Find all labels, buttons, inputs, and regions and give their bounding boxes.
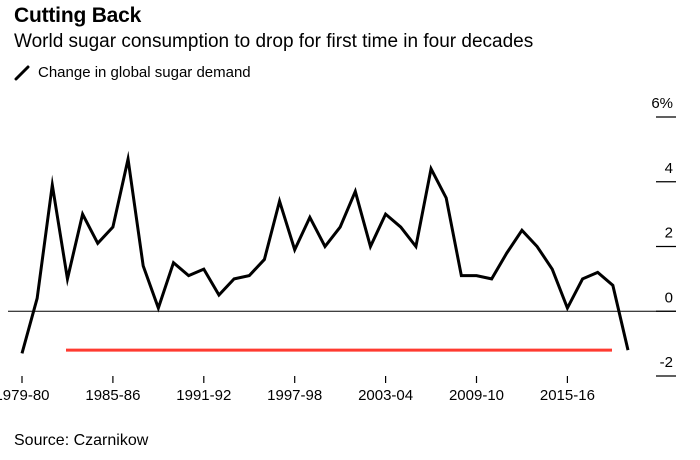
- y-tick-label: 4: [665, 160, 673, 177]
- x-tick-label: 1985-86: [85, 387, 140, 404]
- chart-title: Cutting Back: [14, 4, 142, 27]
- y-tick-label: 2: [665, 225, 673, 242]
- x-tick-label: 1997-98: [267, 387, 322, 404]
- x-tick-label: 2003-04: [358, 387, 413, 404]
- chart-subtitle: World sugar consumption to drop for firs…: [14, 31, 534, 52]
- y-tick-label: 6%: [651, 95, 673, 112]
- x-tick-label: 2009-10: [449, 387, 504, 404]
- x-tick-label: 2015-16: [540, 387, 595, 404]
- x-tick-label: 1991-92: [176, 387, 231, 404]
- legend: Change in global sugar demand: [14, 64, 251, 81]
- x-tick-label: 1979-80: [0, 387, 50, 404]
- series-line: [20, 150, 630, 354]
- line-swatch-icon: [14, 65, 30, 80]
- legend-label: Change in global sugar demand: [38, 64, 251, 81]
- y-tick-label: -2: [660, 354, 673, 371]
- source-note: Source: Czarnikow: [14, 432, 149, 449]
- y-tick-label: 0: [665, 289, 673, 306]
